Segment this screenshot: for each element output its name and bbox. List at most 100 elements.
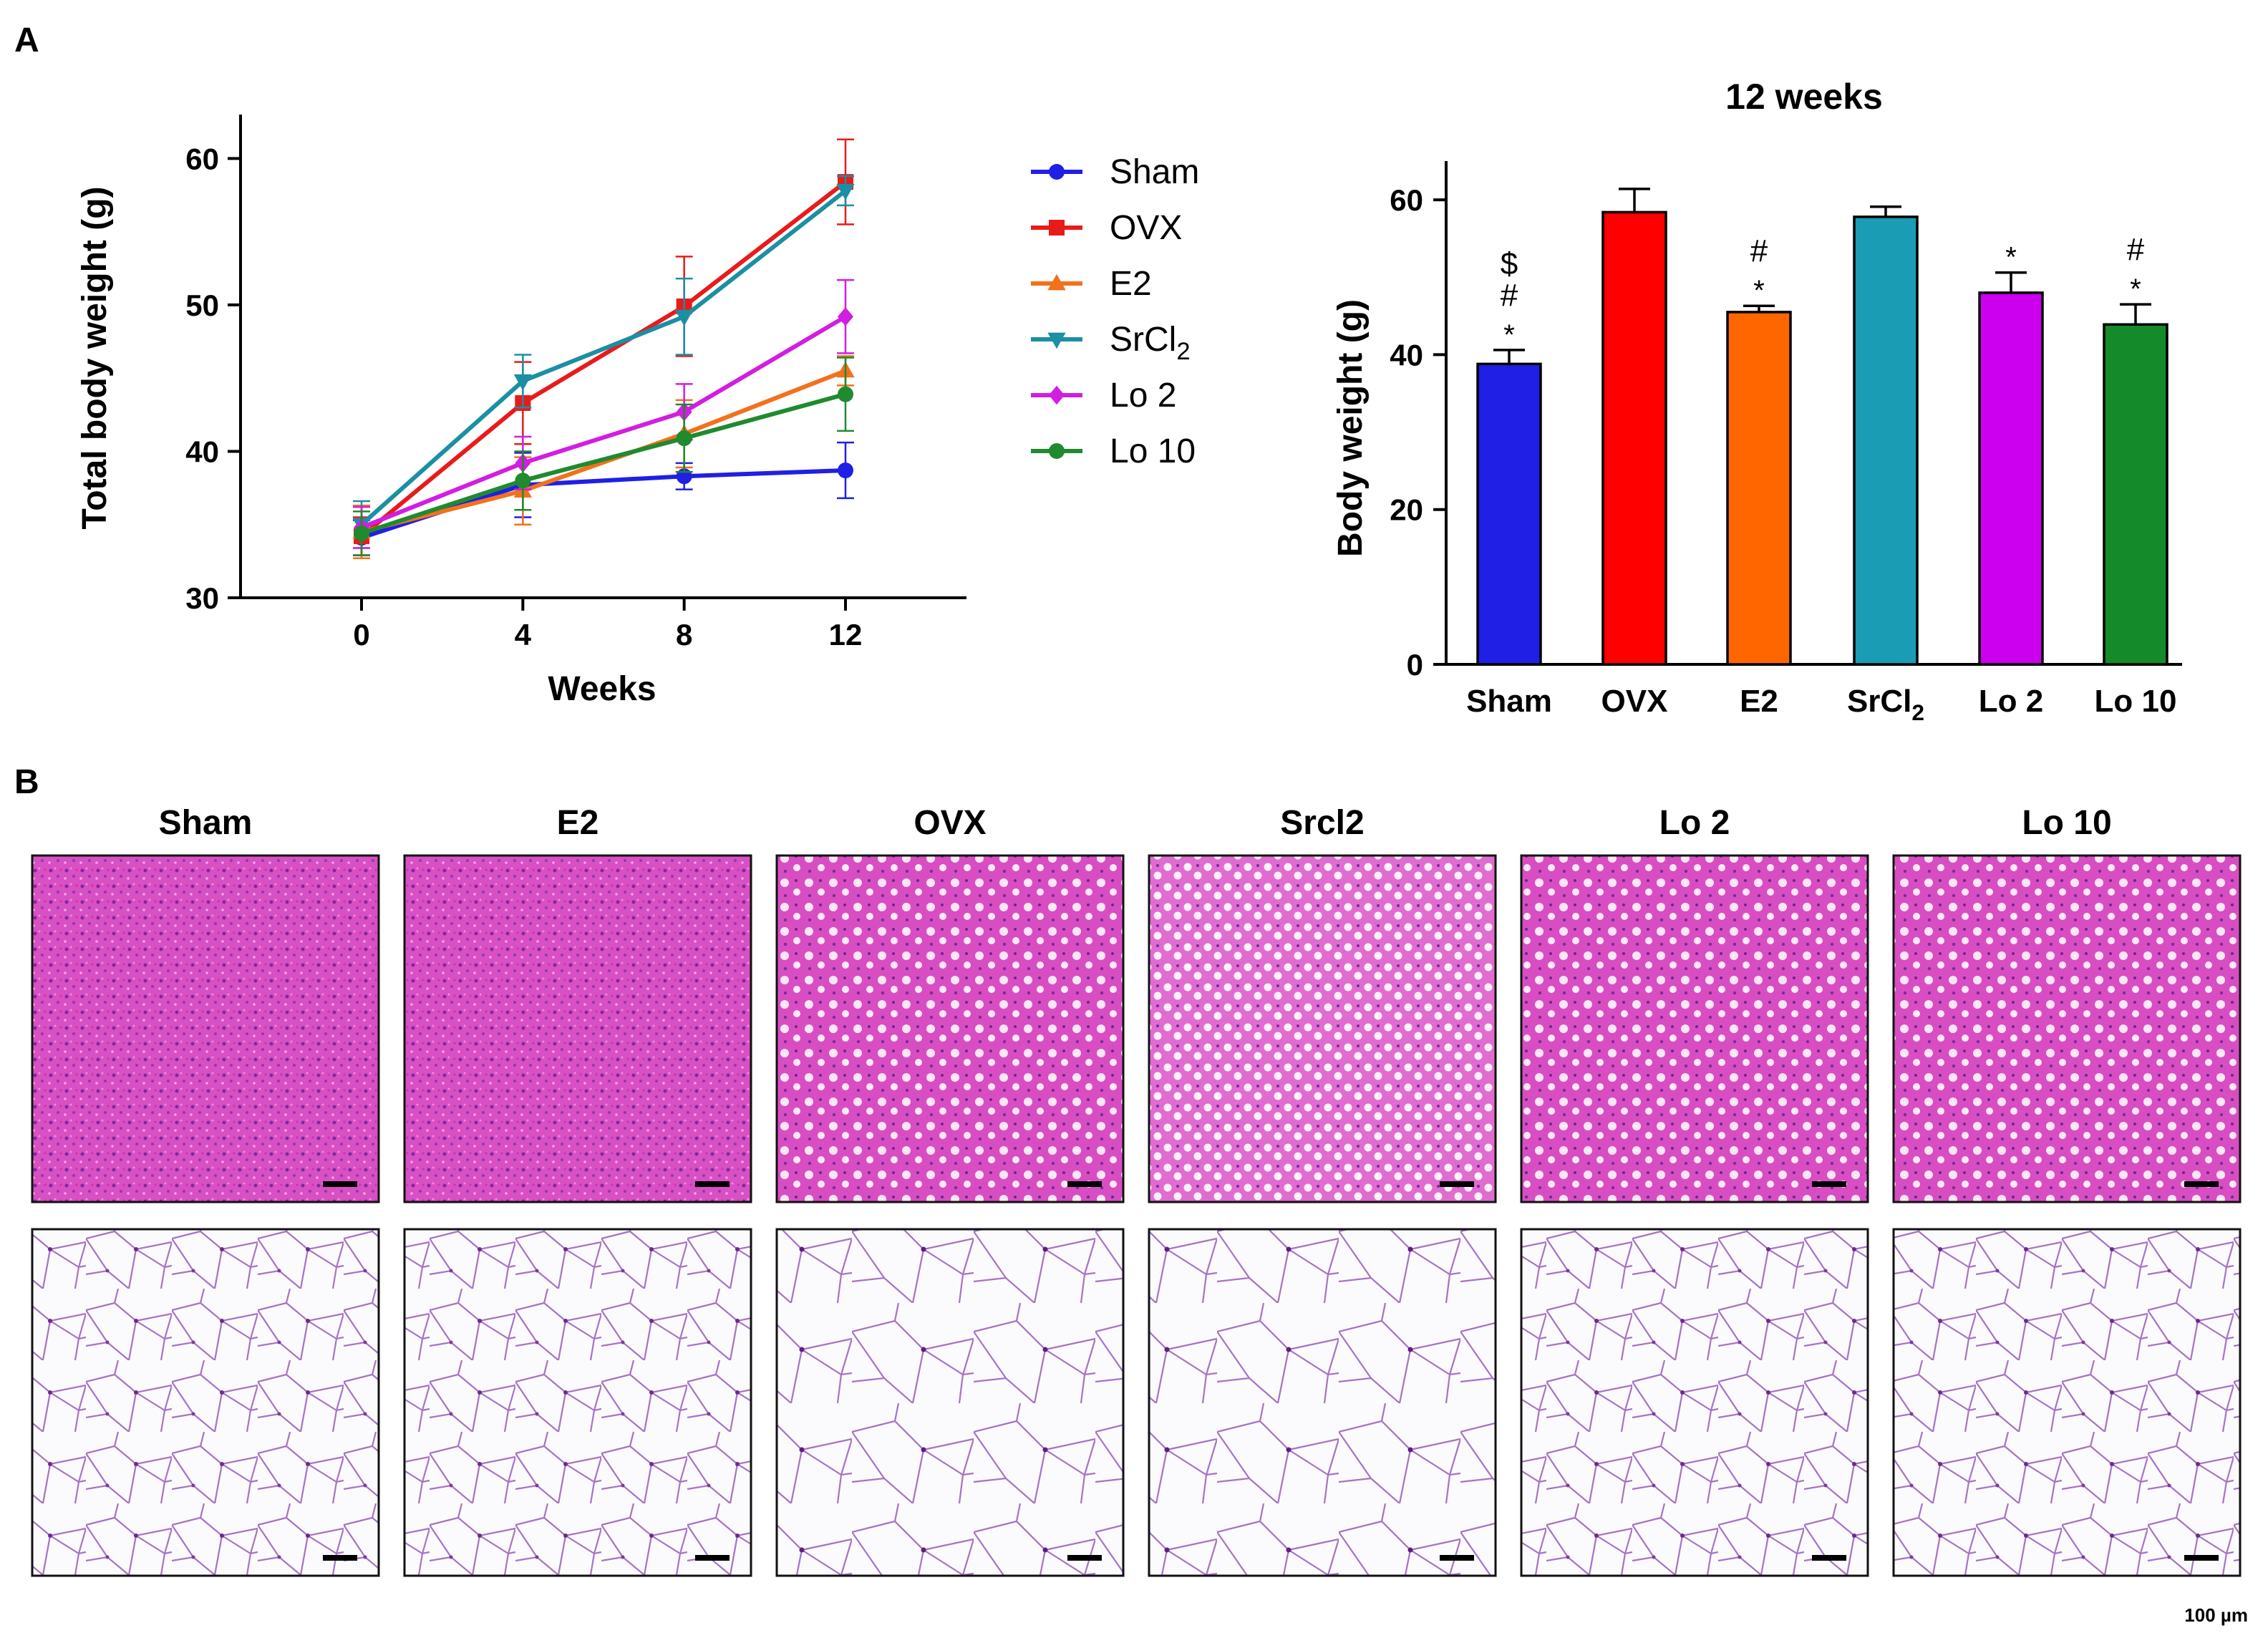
data-point bbox=[838, 462, 853, 479]
x-tick-label: OVX bbox=[1601, 684, 1668, 719]
legend-marker bbox=[1049, 220, 1065, 236]
bar-chart-y-ticks: 0 20 40 60 bbox=[1390, 183, 1446, 682]
adipose-micrograph bbox=[403, 1228, 752, 1577]
y-tick-label: 60 bbox=[185, 142, 219, 175]
line-chart-y-ticks: 30 40 50 60 bbox=[185, 142, 241, 615]
scale-bar bbox=[1440, 1181, 1474, 1187]
data-point bbox=[838, 386, 853, 402]
histology-column-sham: Sham bbox=[31, 804, 380, 1577]
x-tick-label: 8 bbox=[676, 618, 692, 651]
bar-group-ovx: OVX bbox=[1601, 188, 1668, 719]
scale-bar bbox=[1067, 1555, 1102, 1561]
line-chart-series-group bbox=[352, 138, 855, 560]
scale-bar bbox=[695, 1181, 730, 1187]
series-line bbox=[360, 180, 847, 538]
histology-group-label: Sham bbox=[159, 804, 253, 842]
scale-bar bbox=[2184, 1181, 2219, 1187]
data-point bbox=[675, 309, 694, 326]
panel-label-b: B bbox=[14, 763, 39, 801]
histology-panel: Sham E2 OVX Srcl2 Lo 2 Lo 10 bbox=[31, 804, 2242, 1577]
adipose-micrograph bbox=[775, 1228, 1125, 1577]
x-tick-label: Sham bbox=[1466, 684, 1552, 719]
panel-label-a: A bbox=[14, 21, 39, 59]
line-chart-x-label: Weeks bbox=[548, 670, 656, 708]
series-lo-10 bbox=[353, 357, 854, 556]
x-tick-label: 12 bbox=[829, 618, 863, 651]
y-tick-label: 0 bbox=[1407, 648, 1423, 682]
x-tick-label: 4 bbox=[515, 618, 532, 651]
legend-marker bbox=[1049, 443, 1065, 459]
bar bbox=[1476, 362, 1542, 666]
significance-mark: * bbox=[2130, 273, 2141, 305]
legend-item: Lo 10 bbox=[1031, 432, 1196, 470]
x-tick-label: 0 bbox=[353, 618, 369, 651]
scale-bar bbox=[695, 1555, 730, 1561]
legend-marker bbox=[1047, 273, 1066, 291]
legend-marker bbox=[1047, 332, 1066, 349]
scale-bar bbox=[1440, 1555, 1474, 1561]
series-line bbox=[361, 369, 847, 534]
legend-label: E2 bbox=[1110, 265, 1152, 303]
x-tick-label: Lo 10 bbox=[2095, 684, 2177, 719]
significance-mark: * bbox=[1753, 275, 1765, 306]
histology-group-label: Srcl2 bbox=[1280, 804, 1364, 842]
histology-group-label: Lo 10 bbox=[2022, 804, 2111, 842]
liver-micrograph bbox=[31, 854, 380, 1203]
legend-label: OVX bbox=[1110, 209, 1182, 247]
liver-micrograph bbox=[1148, 854, 1497, 1203]
legend-item: E2 bbox=[1031, 265, 1152, 303]
legend-item: Lo 2 bbox=[1031, 377, 1176, 415]
histology-group-label: OVX bbox=[914, 804, 986, 842]
bar bbox=[1978, 291, 2044, 666]
data-point bbox=[515, 473, 531, 489]
histology-group-label: E2 bbox=[557, 804, 599, 842]
liver-micrograph bbox=[1892, 854, 2242, 1203]
legend-label: SrCl2 bbox=[1110, 321, 1191, 365]
scale-bar bbox=[2184, 1555, 2219, 1561]
significance-mark: # bbox=[1501, 278, 1518, 313]
liver-micrograph bbox=[403, 854, 752, 1203]
histology-column-lo-10: Lo 10 bbox=[1892, 804, 2242, 1577]
scale-bar bbox=[1812, 1181, 1846, 1187]
line-chart-legend: Sham OVX E2 SrCl2 Lo 2 Lo 10 bbox=[1031, 153, 1199, 470]
adipose-micrograph bbox=[1148, 1228, 1497, 1577]
bar-chart-bars: Sham*#$OVX E2*#SrCl2 Lo 2*Lo 10*# bbox=[1466, 188, 2177, 725]
significance-mark: # bbox=[1750, 233, 1768, 268]
y-tick-label: 20 bbox=[1390, 493, 1423, 527]
x-tick-label: SrCl2 bbox=[1847, 684, 1924, 725]
legend-label: Lo 2 bbox=[1110, 377, 1176, 415]
y-tick-label: 60 bbox=[1390, 183, 1423, 217]
x-tick-label: Lo 2 bbox=[1979, 684, 2043, 719]
y-tick-label: 30 bbox=[185, 581, 219, 615]
line-chart-x-ticks: 0 4 8 12 bbox=[353, 598, 862, 651]
liver-micrograph bbox=[775, 854, 1125, 1203]
y-tick-label: 40 bbox=[185, 435, 219, 468]
line-chart: 30 40 50 60 0 4 8 12 Weeks Total body weight (… bbox=[76, 115, 966, 708]
bar-group-srcl2: SrCl2 bbox=[1847, 205, 1924, 725]
histology-column-e2: E2 bbox=[403, 804, 752, 1577]
data-point bbox=[838, 307, 853, 326]
bar-group-e2: E2 * # bbox=[1726, 233, 1792, 719]
bar bbox=[1853, 215, 1919, 666]
y-tick-label: 40 bbox=[1390, 338, 1423, 372]
series-line bbox=[360, 314, 847, 530]
bar-chart-title: 12 weeks bbox=[1725, 77, 1883, 117]
legend-label: Lo 10 bbox=[1110, 432, 1196, 470]
y-tick-label: 50 bbox=[185, 289, 219, 322]
series-srcl2 bbox=[352, 175, 855, 549]
significance-mark: * bbox=[2005, 242, 2017, 273]
histology-column-lo-2: Lo 2 bbox=[1520, 804, 1869, 1577]
histology-column-srcl2: Srcl2 bbox=[1148, 804, 1497, 1577]
bar bbox=[1601, 210, 1667, 666]
legend-item: SrCl2 bbox=[1031, 321, 1191, 365]
bar-group-lo-2: Lo 2 * bbox=[1978, 242, 2044, 719]
data-point bbox=[513, 374, 532, 391]
legend-item: OVX bbox=[1031, 209, 1182, 247]
scale-bar bbox=[1812, 1555, 1846, 1561]
data-point bbox=[836, 184, 855, 200]
adipose-micrograph bbox=[1520, 1228, 1869, 1577]
significance-mark: * bbox=[1503, 319, 1515, 351]
series-line bbox=[360, 188, 847, 526]
